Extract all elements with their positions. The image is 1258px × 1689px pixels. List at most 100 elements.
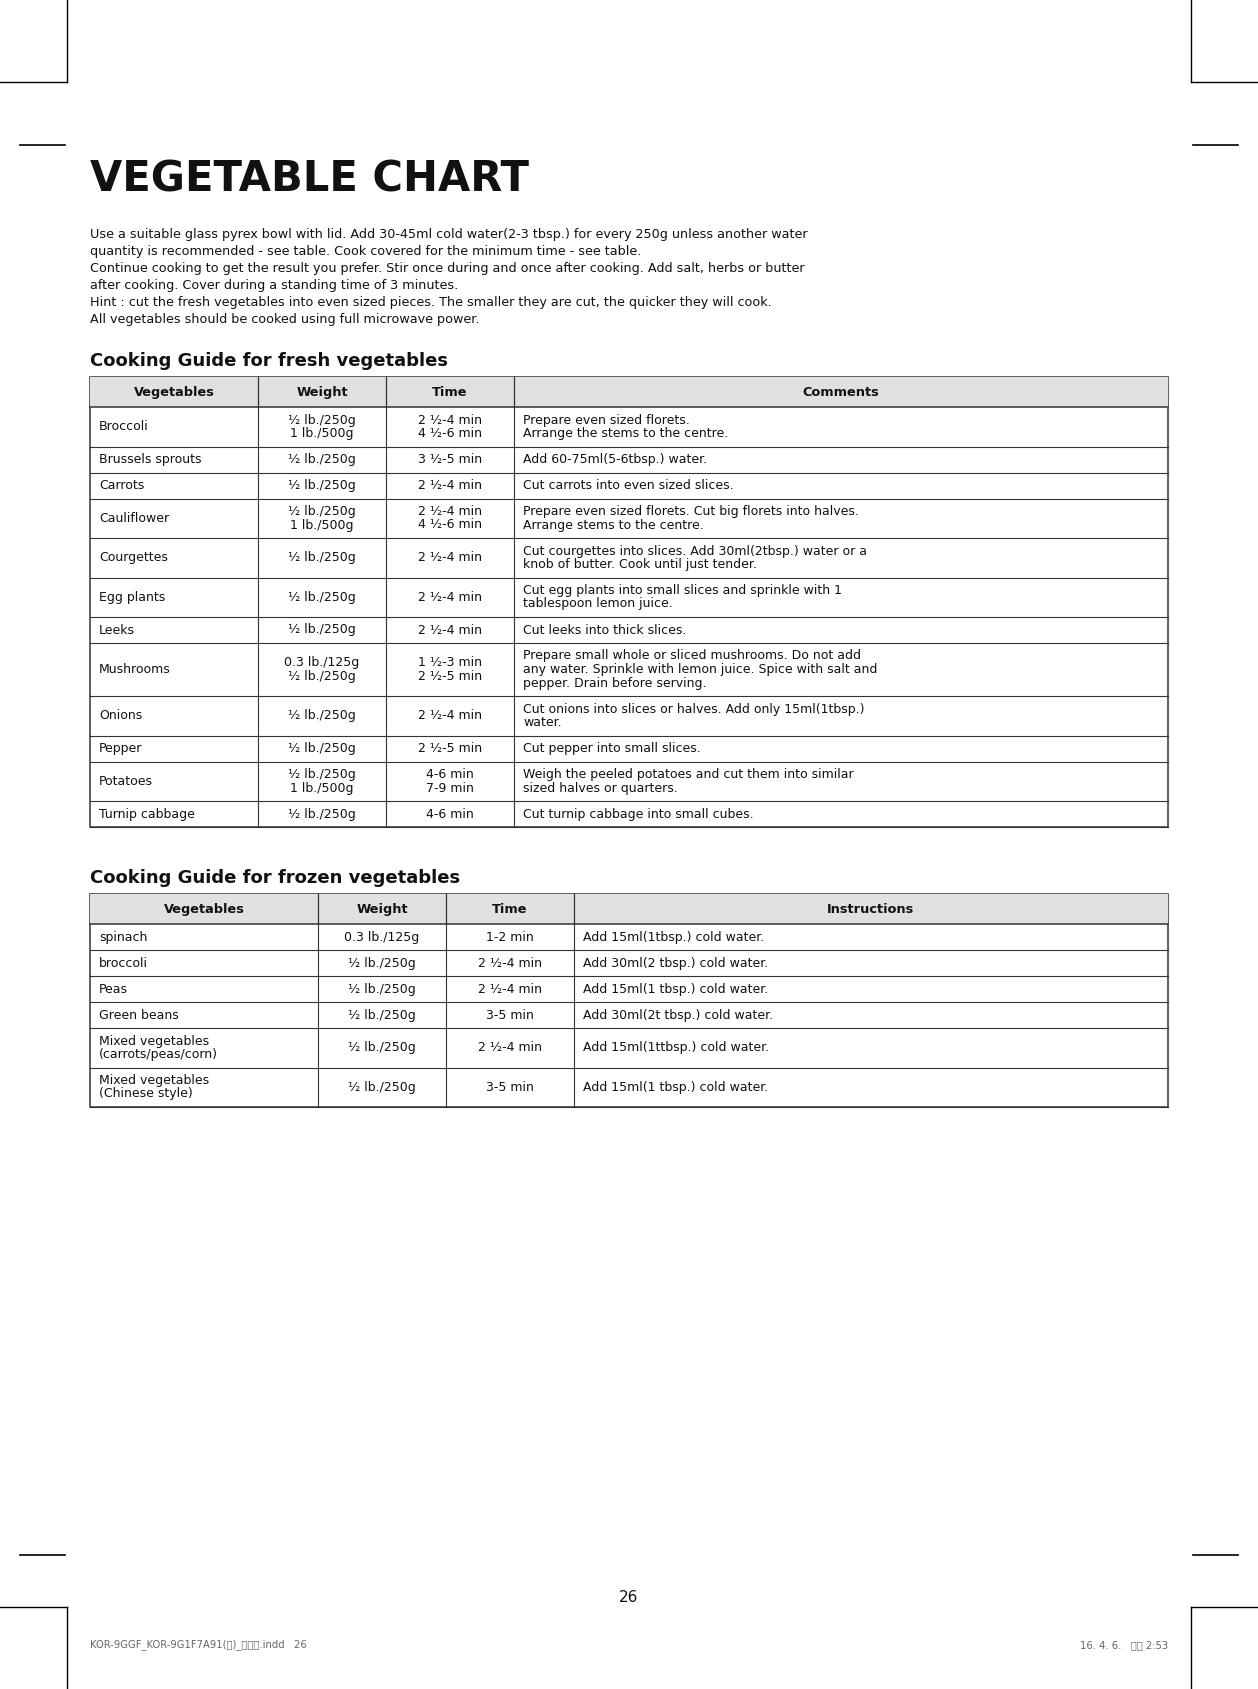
Text: Prepare even sized florets.: Prepare even sized florets. (523, 414, 689, 427)
Text: Mushrooms: Mushrooms (99, 664, 171, 676)
Text: Prepare small whole or sliced mushrooms. Do not add: Prepare small whole or sliced mushrooms.… (523, 650, 860, 662)
Text: Cooking Guide for frozen vegetables: Cooking Guide for frozen vegetables (91, 870, 460, 887)
Bar (91, 893, 1167, 1106)
Text: Cut pepper into small slices.: Cut pepper into small slices. (523, 741, 701, 755)
Text: ½ lb./250g: ½ lb./250g (288, 453, 356, 466)
Text: Turnip cabbage: Turnip cabbage (99, 807, 195, 821)
Text: ½ lb./250g: ½ lb./250g (288, 480, 356, 491)
Text: 2 ½-4 min: 2 ½-4 min (418, 591, 482, 603)
Text: Pepper: Pepper (99, 741, 142, 755)
Text: Weigh the peeled potatoes and cut them into similar: Weigh the peeled potatoes and cut them i… (523, 768, 854, 780)
Text: Cut courgettes into slices. Add 30ml(2tbsp.) water or a: Cut courgettes into slices. Add 30ml(2tb… (523, 544, 867, 557)
Text: 7-9 min: 7-9 min (426, 782, 474, 794)
Text: ½ lb./250g: ½ lb./250g (288, 807, 356, 821)
Text: Cut leeks into thick slices.: Cut leeks into thick slices. (523, 623, 687, 637)
Text: 1-2 min: 1-2 min (486, 931, 533, 944)
Text: 4 ½-6 min: 4 ½-6 min (418, 427, 482, 441)
Text: Prepare even sized florets. Cut big florets into halves.: Prepare even sized florets. Cut big flor… (523, 505, 859, 519)
Text: 0.3 lb./125g: 0.3 lb./125g (345, 931, 420, 944)
Text: Egg plants: Egg plants (99, 591, 165, 603)
Text: Mixed vegetables: Mixed vegetables (99, 1074, 209, 1088)
Text: 1 lb./500g: 1 lb./500g (291, 427, 353, 441)
Text: tablespoon lemon juice.: tablespoon lemon juice. (523, 598, 673, 610)
Bar (91, 377, 1167, 407)
Text: ½ lb./250g: ½ lb./250g (288, 741, 356, 755)
Text: broccoli: broccoli (99, 956, 148, 969)
Text: after cooking. Cover during a standing time of 3 minutes.: after cooking. Cover during a standing t… (91, 279, 458, 292)
Text: ½ lb./250g: ½ lb./250g (288, 623, 356, 637)
Text: Add 15ml(1 tbsp.) cold water.: Add 15ml(1 tbsp.) cold water. (582, 1081, 769, 1094)
Text: pepper. Drain before serving.: pepper. Drain before serving. (523, 677, 707, 689)
Text: Cut egg plants into small slices and sprinkle with 1: Cut egg plants into small slices and spr… (523, 584, 842, 596)
Text: 2 ½-4 min: 2 ½-4 min (478, 956, 542, 969)
Text: any water. Sprinkle with lemon juice. Spice with salt and: any water. Sprinkle with lemon juice. Sp… (523, 664, 877, 676)
Text: Hint : cut the fresh vegetables into even sized pieces. The smaller they are cut: Hint : cut the fresh vegetables into eve… (91, 296, 771, 309)
Text: 2 ½-5 min: 2 ½-5 min (418, 741, 482, 755)
Text: Time: Time (433, 385, 468, 399)
Text: ½ lb./250g: ½ lb./250g (288, 768, 356, 780)
Text: 1 lb./500g: 1 lb./500g (291, 782, 353, 794)
Text: ½ lb./250g: ½ lb./250g (348, 956, 416, 969)
Text: ½ lb./250g: ½ lb./250g (288, 414, 356, 427)
Text: Green beans: Green beans (99, 1008, 179, 1022)
Text: water.: water. (523, 716, 561, 730)
Text: 2 ½-4 min: 2 ½-4 min (418, 414, 482, 427)
Text: Mixed vegetables: Mixed vegetables (99, 1034, 209, 1047)
Text: ½ lb./250g: ½ lb./250g (348, 1008, 416, 1022)
Text: Broccoli: Broccoli (99, 421, 148, 434)
Text: Vegetables: Vegetables (133, 385, 214, 399)
Text: sized halves or quarters.: sized halves or quarters. (523, 782, 678, 794)
Text: 2 ½-4 min: 2 ½-4 min (418, 709, 482, 723)
Text: Courgettes: Courgettes (99, 551, 167, 564)
Text: ½ lb./250g: ½ lb./250g (348, 983, 416, 995)
Text: Onions: Onions (99, 709, 142, 723)
Text: Potatoes: Potatoes (99, 775, 153, 787)
Text: 4-6 min: 4-6 min (426, 768, 474, 780)
Text: ½ lb./250g: ½ lb./250g (288, 551, 356, 564)
Text: 3 ½-5 min: 3 ½-5 min (418, 453, 482, 466)
Text: 2 ½-4 min: 2 ½-4 min (418, 505, 482, 519)
Text: 3-5 min: 3-5 min (486, 1081, 533, 1094)
Bar (91, 377, 1167, 828)
Text: ½ lb./250g: ½ lb./250g (288, 591, 356, 603)
Text: Time: Time (492, 902, 528, 915)
Text: (Chinese style): (Chinese style) (99, 1088, 192, 1101)
Text: 3-5 min: 3-5 min (486, 1008, 533, 1022)
Text: spinach: spinach (99, 931, 147, 944)
Text: quantity is recommended - see table. Cook covered for the minimum time - see tab: quantity is recommended - see table. Coo… (91, 245, 642, 258)
Text: ½ lb./250g: ½ lb./250g (348, 1040, 416, 1054)
Text: Comments: Comments (803, 385, 879, 399)
Text: Use a suitable glass pyrex bowl with lid. Add 30-45ml cold water(2-3 tbsp.) for : Use a suitable glass pyrex bowl with lid… (91, 228, 808, 242)
Text: 2 ½-4 min: 2 ½-4 min (418, 623, 482, 637)
Text: Instructions: Instructions (828, 902, 915, 915)
Text: 1 lb./500g: 1 lb./500g (291, 519, 353, 532)
Text: 1 ½-3 min: 1 ½-3 min (418, 657, 482, 669)
Text: Cut onions into slices or halves. Add only 15ml(1tbsp.): Cut onions into slices or halves. Add on… (523, 703, 864, 716)
Text: 0.3 lb./125g: 0.3 lb./125g (284, 657, 360, 669)
Text: Carrots: Carrots (99, 480, 145, 491)
Text: Cooking Guide for fresh vegetables: Cooking Guide for fresh vegetables (91, 351, 448, 370)
Text: 26: 26 (619, 1591, 639, 1606)
Text: 2 ½-4 min: 2 ½-4 min (418, 480, 482, 491)
Text: Add 15ml(1ttbsp.) cold water.: Add 15ml(1ttbsp.) cold water. (582, 1040, 769, 1054)
Text: (carrots/peas/corn): (carrots/peas/corn) (99, 1047, 218, 1061)
Text: All vegetables should be cooked using full microwave power.: All vegetables should be cooked using fu… (91, 312, 479, 326)
Text: Cut turnip cabbage into small cubes.: Cut turnip cabbage into small cubes. (523, 807, 754, 821)
Text: 2 ½-4 min: 2 ½-4 min (418, 551, 482, 564)
Text: ½ lb./250g: ½ lb./250g (288, 709, 356, 723)
Text: 4 ½-6 min: 4 ½-6 min (418, 519, 482, 532)
Text: Leeks: Leeks (99, 623, 135, 637)
Text: 4-6 min: 4-6 min (426, 807, 474, 821)
Text: Add 30ml(2 tbsp.) cold water.: Add 30ml(2 tbsp.) cold water. (582, 956, 769, 969)
Text: Peas: Peas (99, 983, 128, 995)
Text: Weight: Weight (296, 385, 347, 399)
Text: Weight: Weight (356, 902, 408, 915)
Text: 16. 4. 6.   오후 2:53: 16. 4. 6. 오후 2:53 (1079, 1640, 1167, 1650)
Text: ½ lb./250g: ½ lb./250g (348, 1081, 416, 1094)
Bar (91, 893, 1167, 924)
Text: knob of butter. Cook until just tender.: knob of butter. Cook until just tender. (523, 557, 757, 571)
Text: Brussels sprouts: Brussels sprouts (99, 453, 201, 466)
Text: Add 15ml(1tbsp.) cold water.: Add 15ml(1tbsp.) cold water. (582, 931, 765, 944)
Text: Cut carrots into even sized slices.: Cut carrots into even sized slices. (523, 480, 733, 491)
Text: Add 30ml(2t tbsp.) cold water.: Add 30ml(2t tbsp.) cold water. (582, 1008, 774, 1022)
